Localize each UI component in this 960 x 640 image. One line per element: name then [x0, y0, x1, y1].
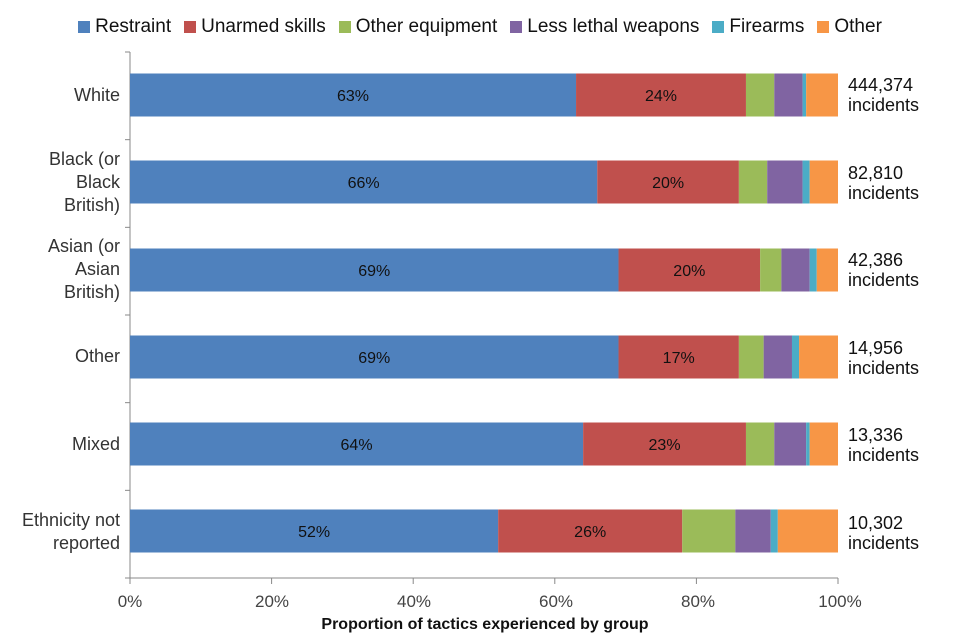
x-tick-60: 60%: [538, 592, 574, 611]
bar-white-firearms: [802, 73, 807, 117]
bar-black-or-black-british-restraint: [130, 160, 598, 204]
x-tick-0: 0%: [117, 592, 143, 611]
bar-asian-or-asian-british-other: [816, 248, 838, 292]
data-label-black-or-black-british-restraint: 66%: [348, 175, 380, 192]
bar-ethnicity-not-reported-unarmed-skills: [498, 509, 683, 553]
bar-white-other-equipment: [745, 73, 775, 117]
bar-white-unarmed-skills: [576, 73, 746, 117]
bar-ethnicity-not-reported-less-lethal-weapons: [735, 509, 771, 553]
data-label-white-unarmed-skills: 24%: [645, 88, 677, 105]
x-tick-100: 100%: [818, 592, 862, 611]
total-not-reported: 10,302 incidents: [848, 513, 920, 553]
legend-item-less-lethal-weapons: Less lethal weapons: [510, 16, 699, 38]
total-white: 444,374 incidents: [848, 75, 920, 115]
legend-item-unarmed-skills: Unarmed skills: [184, 16, 326, 38]
category-label-asian: Asian (or Asian British): [47, 236, 120, 302]
bar-mixed-firearms: [806, 422, 810, 466]
legend-label-less-lethal-weapons: Less lethal weapons: [527, 16, 700, 37]
total-other: 14,956 incidents: [848, 338, 920, 378]
total-asian: 42,386 incidents: [848, 250, 920, 290]
legend-swatch-unarmed-skills: [184, 21, 197, 33]
bar-asian-or-asian-british-other-equipment: [760, 248, 782, 292]
bar-asian-or-asian-british-firearms: [809, 248, 817, 292]
bar-mixed-other-equipment: [745, 422, 775, 466]
data-label-ethnicity-not-reported-unarmed-skills: 26%: [574, 524, 606, 541]
bar-black-or-black-british-other-equipment: [738, 160, 768, 204]
legend-label-unarmed-skills: Unarmed skills: [201, 16, 326, 37]
bar-other-restraint: [130, 335, 619, 379]
x-tick-20: 20%: [254, 592, 290, 611]
legend-label-other-equipment: Other equipment: [355, 16, 498, 37]
legend-item-restraint: Restraint: [78, 16, 171, 38]
bar-asian-or-asian-british-unarmed-skills: [618, 248, 761, 292]
category-label-black: Black (or Black British): [48, 149, 120, 215]
x-tick-40: 40%: [396, 592, 432, 611]
data-label-ethnicity-not-reported-restraint: 52%: [298, 524, 330, 541]
legend-item-other-equipment: Other equipment: [338, 16, 498, 38]
total-mixed: 13,336 incidents: [848, 425, 920, 465]
bar-white-less-lethal-weapons: [774, 73, 803, 117]
bar-mixed-less-lethal-weapons: [774, 422, 807, 466]
bar-other-less-lethal-weapons: [763, 335, 792, 379]
data-label-asian-or-asian-british-restraint: 69%: [358, 263, 390, 280]
data-label-mixed-unarmed-skills: 23%: [649, 437, 681, 454]
legend-swatch-other: [817, 21, 830, 33]
bar-mixed-unarmed-skills: [583, 422, 746, 466]
bar-other-other-equipment: [738, 335, 764, 379]
bar-asian-or-asian-british-restraint: [130, 248, 619, 292]
legend-swatch-other-equipment: [338, 21, 351, 33]
legend-label-firearms: Firearms: [729, 16, 805, 37]
legend-swatch-firearms: [712, 21, 725, 33]
data-label-black-or-black-british-unarmed-skills: 20%: [652, 175, 684, 192]
bar-ethnicity-not-reported-other: [777, 509, 838, 553]
bar-other-other: [799, 335, 838, 379]
bar-black-or-black-british-less-lethal-weapons: [767, 160, 803, 204]
legend-label-other: Other: [834, 16, 882, 37]
legend-item-firearms: Firearms: [712, 16, 804, 38]
category-label-other: Other: [74, 346, 120, 366]
bar-other-firearms: [791, 335, 800, 379]
bar-black-or-black-british-other: [809, 160, 838, 204]
bar-mixed-other: [809, 422, 838, 466]
data-label-other-unarmed-skills: 17%: [663, 350, 695, 367]
legend-swatch-less-lethal-weapons: [510, 21, 523, 33]
category-label-not-reported: Ethnicity not reported: [21, 510, 120, 553]
total-black: 82,810 incidents: [848, 163, 920, 203]
legend-swatch-restraint: [78, 21, 91, 33]
bar-mixed-restraint: [130, 422, 584, 466]
data-label-white-restraint: 63%: [337, 88, 369, 105]
bar-white-other: [806, 73, 838, 117]
bar-white-restraint: [130, 73, 577, 117]
bar-ethnicity-not-reported-firearms: [770, 509, 778, 553]
data-label-other-restraint: 69%: [358, 350, 390, 367]
bar-black-or-black-british-firearms: [802, 160, 810, 204]
category-label-mixed: Mixed: [71, 434, 120, 454]
bar-asian-or-asian-british-less-lethal-weapons: [781, 248, 810, 292]
bar-other-unarmed-skills: [618, 335, 739, 379]
bar-black-or-black-british-unarmed-skills: [597, 160, 739, 204]
legend-item-other: Other: [817, 16, 882, 38]
x-axis-title: Proportion of tactics experienced by gro…: [321, 616, 649, 633]
x-tick-80: 80%: [680, 592, 716, 611]
category-label-white: White: [73, 85, 120, 105]
bar-ethnicity-not-reported-other-equipment: [682, 509, 736, 553]
bar-ethnicity-not-reported-restraint: [130, 509, 499, 553]
legend-label-restraint: Restraint: [95, 16, 172, 37]
data-label-mixed-restraint: 64%: [341, 437, 373, 454]
data-label-asian-or-asian-british-unarmed-skills: 20%: [673, 263, 705, 280]
legend: Restraint Unarmed skills Other equipment…: [0, 16, 960, 38]
